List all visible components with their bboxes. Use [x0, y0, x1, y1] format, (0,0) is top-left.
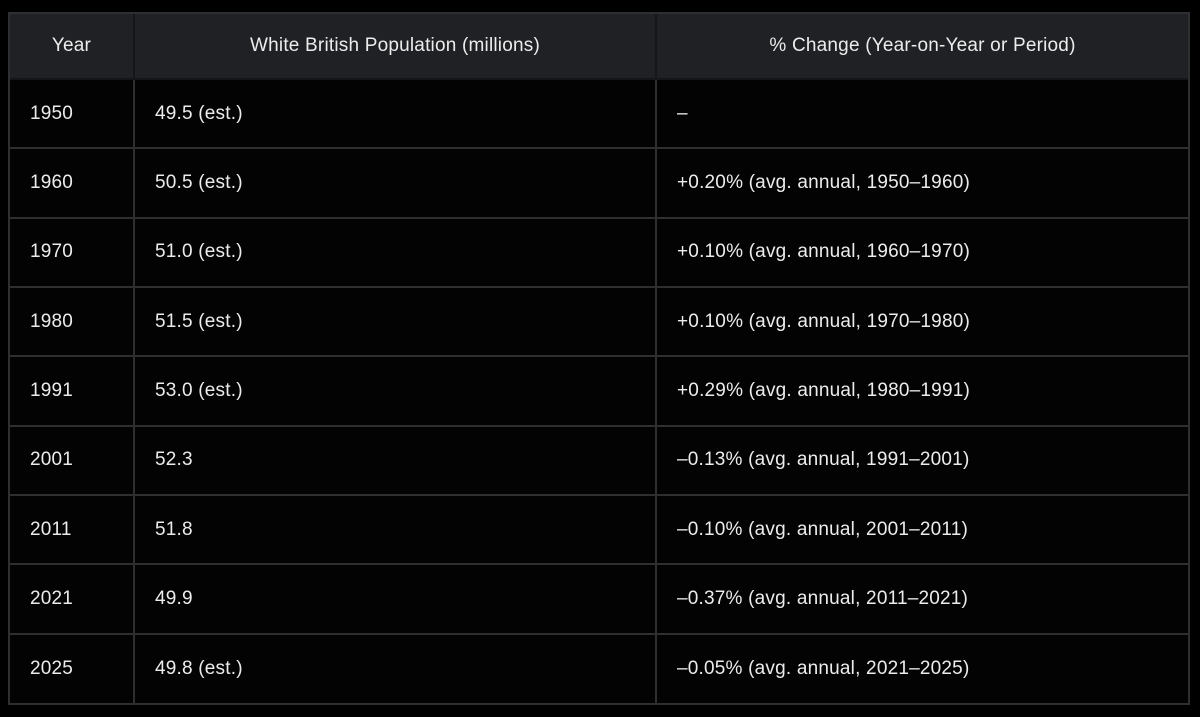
table-cell-pct-change: +0.29% (avg. annual, 1980–1991) [655, 355, 1188, 427]
table-row: 2001 52.3 –0.13% (avg. annual, 1991–2001) [10, 424, 1188, 496]
table-row: 1970 51.0 (est.) +0.10% (avg. annual, 1960… [10, 216, 1188, 288]
table-cell-pct-change: –0.10% (avg. annual, 2001–2011) [655, 493, 1188, 566]
population-table-frame: Year White British Population (millions)%… [8, 12, 1190, 705]
table-row: 2011 51.8 –0.10% (avg. annual, 2001–2011) [10, 493, 1188, 566]
table-cell-population: 49.5 (est.) [133, 77, 657, 150]
table-header-row: Year White British Population (millions)%… [10, 14, 1188, 80]
column-header-population: White British Population (millions) [133, 14, 657, 80]
table-cell-population: 49.9 [133, 563, 657, 635]
table-row: 1950 49.5 (est.) – [10, 77, 1188, 150]
table-cell-population: 51.0 (est.) [133, 216, 657, 288]
table-cell-year: 2011 [10, 493, 135, 566]
table-cell-pct-change: +0.10% (avg. annual, 1970–1980) [655, 285, 1188, 358]
table-cell-population: 53.0 (est.) [133, 355, 657, 427]
table-row: 1980 51.5 (est.) +0.10% (avg. annual, 1970… [10, 285, 1188, 358]
table-cell-year: 2025 [10, 632, 135, 703]
table-cell-year: 1960 [10, 147, 135, 219]
table-cell-population: 52.3 [133, 424, 657, 496]
population-table: Year White British Population (millions)%… [10, 14, 1188, 703]
table-row: 1960 50.5 (est.) +0.20% (avg. annual, 1950… [10, 147, 1188, 219]
table-cell-year: 1980 [10, 285, 135, 358]
table-cell-pct-change: –0.37% (avg. annual, 2011–2021) [655, 563, 1188, 635]
table-cell-year: 1950 [10, 77, 135, 150]
table-cell-pct-change: –0.05% (avg. annual, 2021–2025) [655, 632, 1188, 703]
table-cell-year: 2001 [10, 424, 135, 496]
table-cell-year: 2021 [10, 563, 135, 635]
table-row: 1991 53.0 (est.) +0.29% (avg. annual, 1980… [10, 355, 1188, 427]
table-cell-pct-change: –0.13% (avg. annual, 1991–2001) [655, 424, 1188, 496]
table-cell-population: 51.5 (est.) [133, 285, 657, 358]
table-cell-pct-change: +0.10% (avg. annual, 1960–1970) [655, 216, 1188, 288]
table-cell-pct-change: – [655, 77, 1188, 150]
column-header-pct-change: % Change (Year-on-Year or Period) [655, 14, 1188, 80]
table-cell-population: 51.8 [133, 493, 657, 566]
table-row: 2025 49.8 (est.) –0.05% (avg. annual, 2021… [10, 632, 1188, 703]
table-cell-year: 1991 [10, 355, 135, 427]
table-cell-year: 1970 [10, 216, 135, 288]
table-cell-population: 49.8 (est.) [133, 632, 657, 703]
table-row: 2021 49.9 –0.37% (avg. annual, 2011–2021) [10, 563, 1188, 635]
table-cell-pct-change: +0.20% (avg. annual, 1950–1960) [655, 147, 1188, 219]
table-cell-population: 50.5 (est.) [133, 147, 657, 219]
column-header-year: Year [10, 14, 135, 80]
